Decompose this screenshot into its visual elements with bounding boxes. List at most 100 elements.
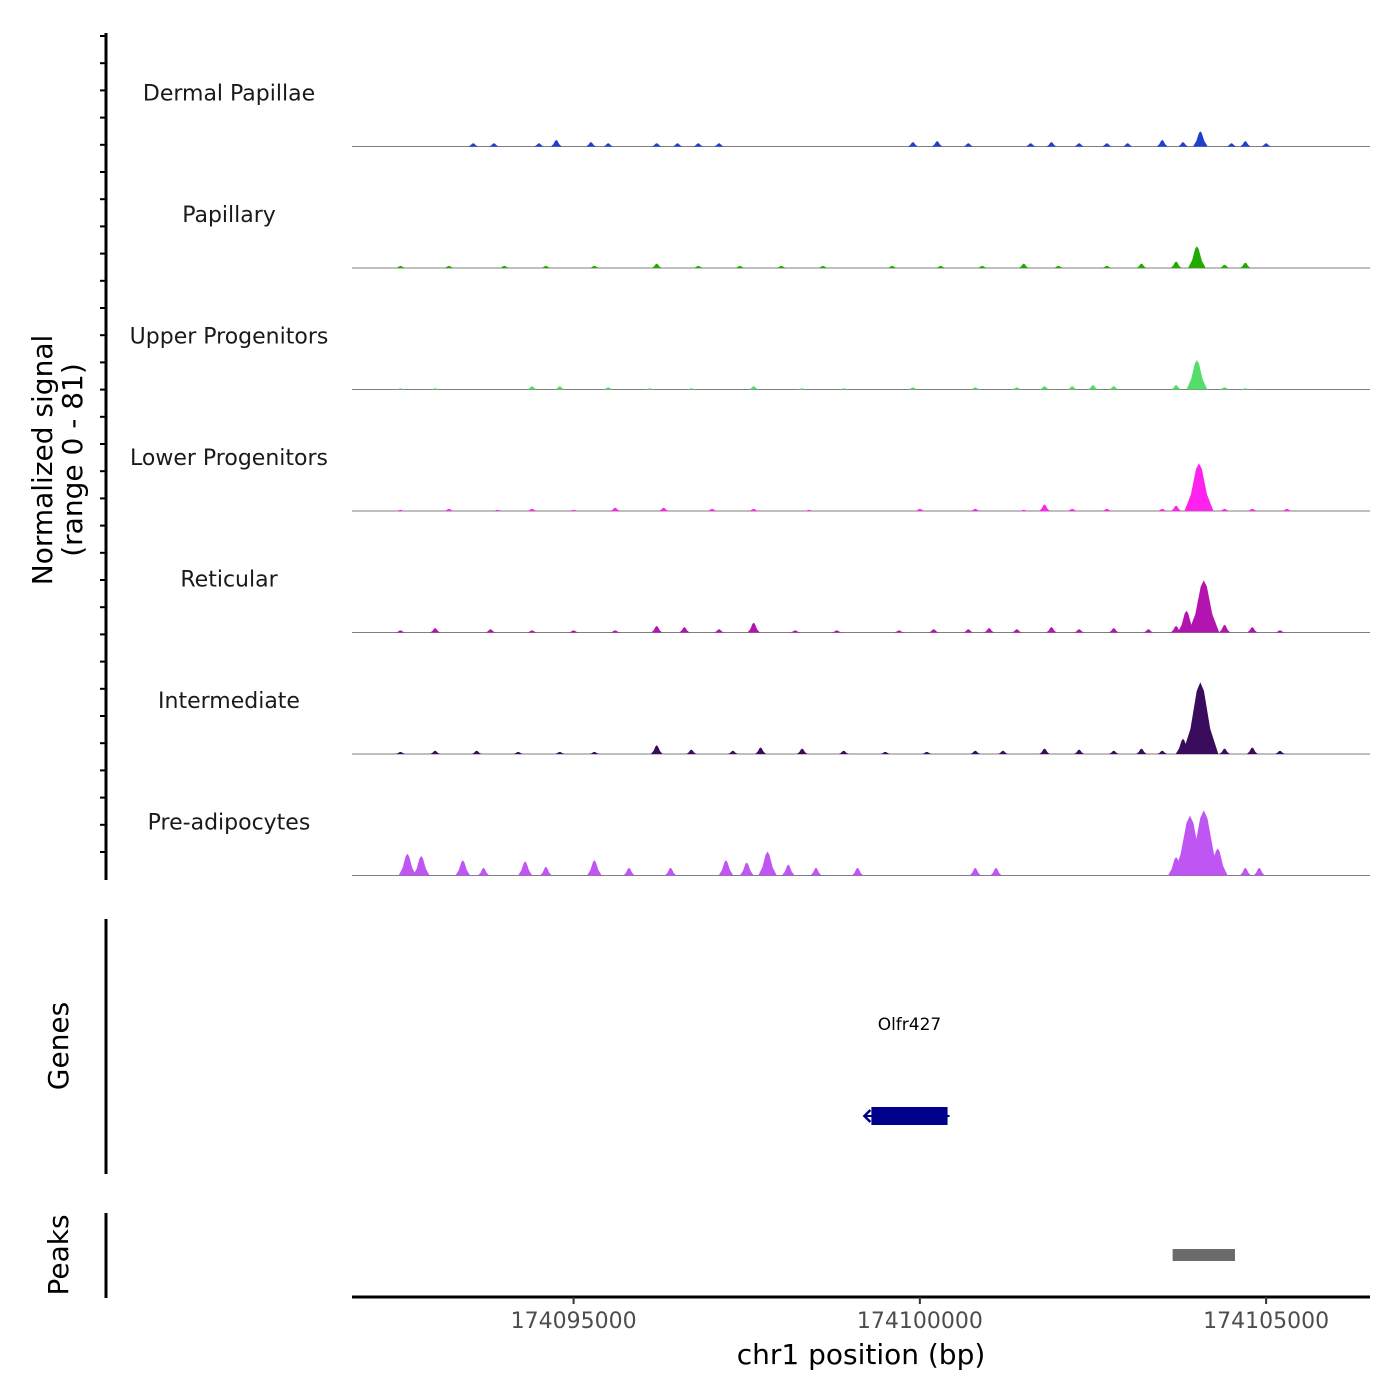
signal-peak [443,508,454,511]
signal-peak [1136,748,1147,754]
signal-peak [1247,508,1258,511]
signal-peak [1207,848,1228,876]
signal-peak [1186,360,1208,390]
signal-peak [455,860,471,876]
x-axis-title: chr1 position (bp) [737,1338,986,1371]
signal-peak [1185,810,1222,876]
signal-peak [1274,630,1285,633]
signal-peak [1156,139,1168,147]
signal-peak [623,867,635,876]
track-label: Dermal Papillae [143,82,315,107]
signal-peak [477,867,490,876]
signal-peak [1218,624,1231,633]
signal-peak [651,625,663,633]
signal-peak [1087,385,1098,390]
genes-track: Olfr427 [862,1015,950,1125]
signal-peak [686,388,697,390]
x-tick-label: 174095000 [511,1309,637,1334]
signal-peak [1171,385,1182,390]
signal-peak [658,507,669,511]
signal-peak [587,860,602,876]
signal-peak [790,630,801,633]
signal-peak [1143,629,1154,633]
signal-peak [603,387,614,390]
signal-peak [488,143,499,147]
track-label: Upper Progenitors [130,325,329,350]
signal-peak [533,143,544,147]
peak-region [1172,1249,1235,1261]
signal-peak [1247,627,1258,633]
signal-peak [970,750,981,754]
track-3: Lower Progenitors [130,446,1370,512]
signal-peak [928,629,939,633]
signal-peak [914,508,925,511]
signal-peak [1240,141,1251,147]
signal-peak [963,629,974,633]
signal-peak [1108,628,1119,633]
signal-peak [1108,750,1119,754]
signal-peak [1011,387,1022,390]
signal-peak [672,143,683,147]
signal-peak [1108,386,1119,390]
signal-peak [931,141,943,147]
signal-peak [970,508,981,511]
signal-peak [1246,747,1258,754]
signal-peak [550,139,562,147]
signal-peak [1046,142,1057,147]
signal-peak [727,750,738,754]
signal-peak [1101,143,1112,147]
signal-peak [1046,627,1057,633]
track-label: Intermediate [158,689,300,714]
signal-peak [714,629,725,633]
x-tick-label: 174100000 [857,1309,983,1334]
signal-peak [1239,867,1252,876]
signal-peak [686,749,697,754]
signal-peak [1178,142,1189,147]
y-axis-subtitle: (range 0 - 81) [56,363,89,557]
signal-peak [513,751,524,754]
signal-peak [990,867,1002,876]
signal-peak [1018,509,1029,511]
signal-peak [1018,263,1029,268]
signal-peak [568,630,579,633]
signal-peak [430,388,441,390]
signal-peak [838,388,849,390]
signal-peak [589,751,600,754]
signal-peak [1253,867,1265,876]
signal-peak [776,265,787,268]
signal-peak [1182,682,1219,754]
track-label: Pre-adipocytes [148,811,311,836]
signal-peak [714,143,725,147]
signal-peak [796,748,808,754]
track-4: Reticular [180,568,1370,633]
signal-peak [907,387,918,390]
signal-peak [963,143,974,147]
signal-peak [499,265,510,268]
signal-peak [817,265,828,268]
signal-peak [589,265,600,268]
signal-peak [1219,748,1230,754]
signal-peak [554,386,565,390]
signal-peak [539,866,552,876]
signal-peak [1074,749,1085,754]
signal-peak [734,265,745,268]
signal-peak [679,627,690,633]
signal-peak [398,853,417,876]
signal-peak [468,143,479,147]
signal-peak [1188,580,1220,633]
signal-peak [1067,508,1078,511]
strand-arrow [862,1109,872,1123]
signal-peak [1219,508,1230,511]
signal-peak [1184,463,1214,511]
signal-peak [412,855,430,876]
signal-peak [755,747,767,754]
signal-peak [838,750,849,754]
signal-peak [610,630,621,633]
signal-peak [1170,505,1182,511]
signal-peak [610,507,621,511]
signal-peak [554,751,565,754]
signal-peak [1067,386,1078,390]
signal-peak [1039,386,1050,390]
signal-peak [585,142,596,147]
